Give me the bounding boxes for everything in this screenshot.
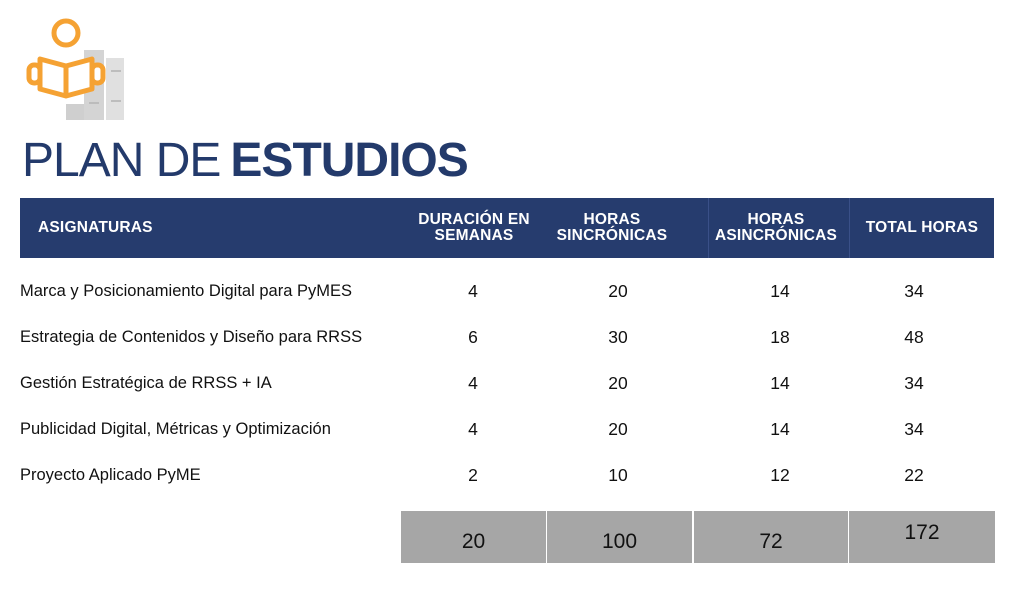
header-asignaturas: ASIGNATURAS [38,219,153,236]
total-hours-cell: 172 [849,511,995,563]
table-row: Publicidad Digital, Métricas y Optimizac… [0,414,1024,444]
async-hours-value: 18 [770,326,790,347]
async-hours-value: 14 [770,372,790,393]
async-hours-value: 12 [770,464,790,485]
total-hours-value: 22 [904,464,924,485]
sync-hours-value: 30 [608,326,628,347]
header-divider [708,198,709,258]
table-row: Proyecto Aplicado PyME 2 10 12 22 [0,460,1024,490]
weeks-value: 4 [468,280,478,301]
header-total-horas: TOTAL HORAS [865,219,979,236]
header-duracion: DURACIÓN EN SEMANAS [418,211,530,244]
async-hours-value: 14 [770,280,790,301]
total-weeks-cell: 20 [401,511,546,563]
total-hours-value: 34 [904,418,924,439]
page-title: PLAN DE ESTUDIOS [22,133,469,189]
weeks-value: 2 [468,464,478,485]
weeks-value: 6 [468,326,478,347]
header-divider [849,198,850,258]
reader-with-books-icon [26,18,124,120]
sync-hours-value: 20 [608,280,628,301]
total-sync-hours-cell: 100 [547,511,692,563]
subject-name: Publicidad Digital, Métricas y Optimizac… [20,419,331,438]
table-row: Gestión Estratégica de RRSS + IA 4 20 14… [0,368,1024,398]
async-hours-value: 14 [770,418,790,439]
total-hours-value: 48 [904,326,924,347]
header-horas-sincronicas: HORAS SINCRÓNICAS [556,211,668,244]
title-light: PLAN DE [22,134,221,187]
subject-name: Proyecto Aplicado PyME [20,465,201,484]
subject-name: Estrategia de Contenidos y Diseño para R… [20,327,363,346]
total-hours-value: 34 [904,280,924,301]
sync-hours-value: 20 [608,372,628,393]
title-bold: ESTUDIOS [230,134,468,187]
subject-name: Marca y Posicionamiento Digital para PyM… [20,281,352,300]
header-horas-asincronicas: HORAS ASINCRÓNICAS [714,211,838,244]
weeks-value: 4 [468,418,478,439]
table-row: Estrategia de Contenidos y Diseño para R… [0,322,1024,352]
subject-name: Gestión Estratégica de RRSS + IA [20,373,272,392]
table-row: Marca y Posicionamiento Digital para PyM… [0,276,1024,306]
total-hours-value: 34 [904,372,924,393]
weeks-value: 4 [468,372,478,393]
sync-hours-value: 20 [608,418,628,439]
table-header: ASIGNATURAS DURACIÓN EN SEMANAS HORAS SI… [20,198,994,258]
sync-hours-value: 10 [608,464,628,485]
total-async-hours-cell: 72 [694,511,848,563]
